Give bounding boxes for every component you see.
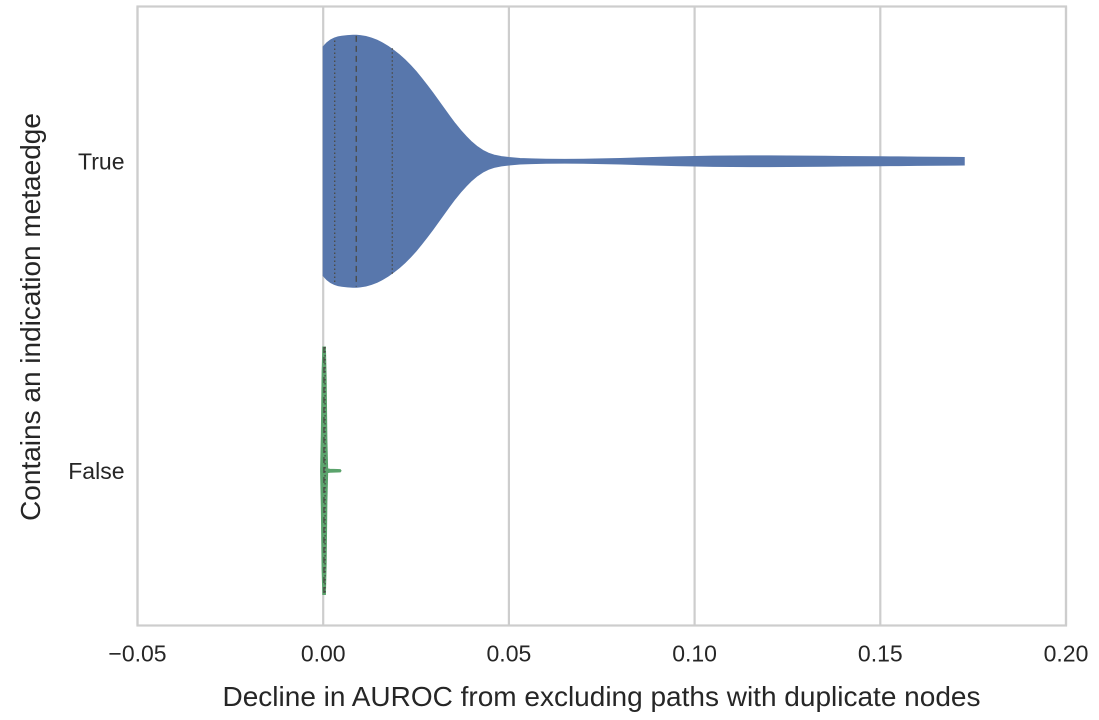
x-tick-label: 0.20 xyxy=(1044,641,1089,667)
y-tick-label-false: False xyxy=(68,458,124,484)
x-tick-label: 0.15 xyxy=(858,641,903,667)
y-axis-label: Contains an indication metaedge xyxy=(15,113,46,521)
x-tick-label: −0.05 xyxy=(108,641,166,667)
plot-frame xyxy=(136,5,1068,627)
x-tick-label: 0.05 xyxy=(487,641,532,667)
y-tick-label-true: True xyxy=(78,148,124,174)
x-tick-label: 0.10 xyxy=(672,641,717,667)
x-axis-label: Decline in AUROC from excluding paths wi… xyxy=(222,681,981,712)
violin-true xyxy=(322,34,965,288)
x-tick-label: 0.00 xyxy=(301,641,346,667)
